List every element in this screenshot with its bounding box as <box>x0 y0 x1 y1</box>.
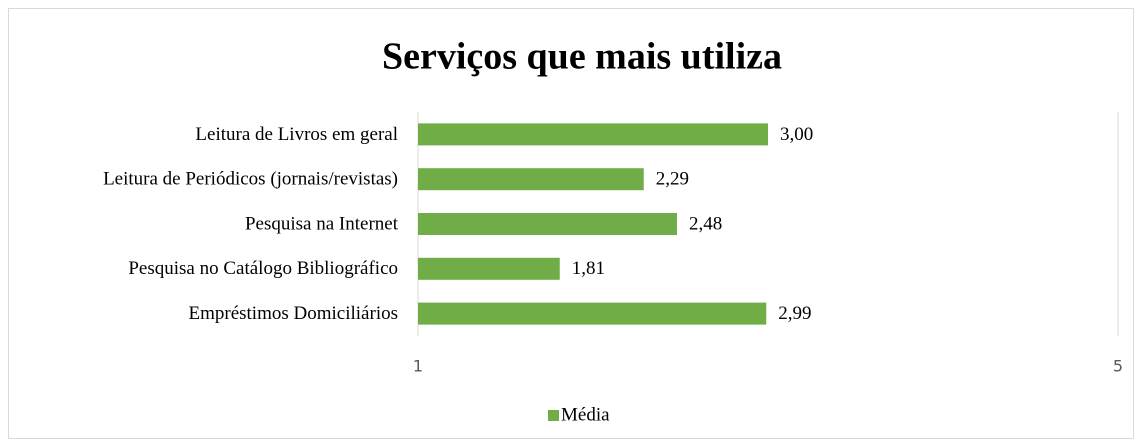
y-tick-label: Empréstimos Domiciliários <box>188 303 398 324</box>
chart-title: Serviços que mais utiliza <box>382 36 782 78</box>
bar <box>418 213 677 235</box>
x-tick-label: 5 <box>1113 357 1123 376</box>
y-tick-label: Pesquisa na Internet <box>245 213 399 234</box>
bar <box>418 257 560 280</box>
value-label: 3,00 <box>780 124 813 145</box>
bar <box>418 302 767 325</box>
value-label: 2,99 <box>778 303 811 324</box>
bar <box>418 123 768 146</box>
y-tick-label: Leitura de Periódicos (jornais/revistas) <box>103 169 398 190</box>
value-label: 1,81 <box>572 258 605 279</box>
legend-swatch <box>548 410 559 421</box>
value-label: 2,29 <box>656 169 689 190</box>
bar <box>418 168 644 191</box>
y-tick-label: Leitura de Livros em geral <box>195 124 398 145</box>
y-tick-label: Pesquisa no Catálogo Bibliográfico <box>128 258 398 279</box>
legend-label: Média <box>561 404 610 425</box>
x-tick-label: 1 <box>413 357 423 376</box>
value-label: 2,48 <box>689 213 722 234</box>
